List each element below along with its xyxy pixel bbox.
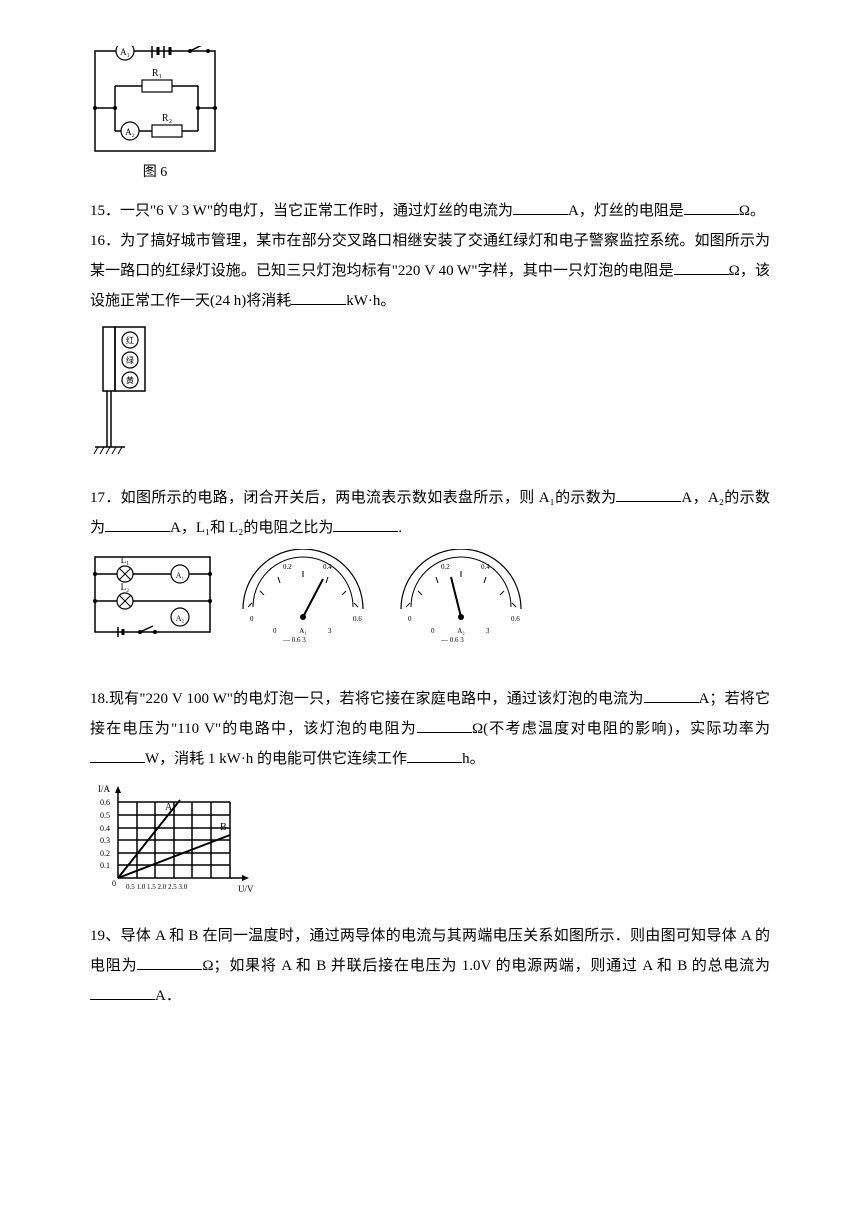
q18-blank-4 [407,748,462,763]
q18-blank-2 [417,718,472,733]
svg-text:A: A [165,802,173,813]
svg-text:L₂: L₂ [121,582,130,592]
svg-text:图 6: 图 6 [143,165,168,180]
q15-blank-1 [513,200,568,215]
svg-text:0.3: 0.3 [100,836,110,845]
q19-blank-2 [90,985,155,1000]
q17-text-a: 如图所示的电路，闭合开关后，两电流表示数如表盘所示，则 A₁的示数为 [121,490,617,506]
svg-text:0.2: 0.2 [283,563,292,571]
svg-text:0.6: 0.6 [100,798,110,807]
q19-unit-a: Ω；如果将 A 和 B 并联后接在电压为 1.0V 的电源两端，则通过 A 和 … [202,958,770,974]
q18-unit-b: Ω(不考虑温度对电阻的影响)，实际功率为 [472,721,770,737]
svg-text:0.4: 0.4 [100,824,110,833]
svg-text:B: B [220,822,227,833]
svg-text:绿: 绿 [126,356,134,365]
q15-unit-b: Ω。 [739,203,765,219]
svg-text:A₁: A₁ [120,47,130,57]
q17-num: 17． [90,490,121,506]
figure-iv-graph: I/A U/V 0.6 0.5 0.4 0.3 0.2 0.1 0 0.5 1.… [90,780,770,911]
svg-text:U/V: U/V [238,884,254,894]
q15-unit-a: A，灯丝的电阻是 [568,203,684,219]
svg-text:A₂: A₂ [176,614,185,623]
svg-text:0.1: 0.1 [100,861,110,870]
q16-blank-2 [291,290,346,305]
q15-text-a: 一只"6 V 3 W"的电灯，当它正常工作时，通过灯丝的电流为 [120,203,513,219]
svg-text:R₂: R₂ [162,113,172,124]
svg-text:L₁: L₁ [121,555,130,565]
svg-text:A₁: A₁ [299,627,307,635]
figure-traffic-light: 红 绿 黄 [90,322,770,473]
q18-blank-1 [644,688,699,703]
ammeter-dial-1: 0 0.2 0.4 0.6 0 A₁ 3 — 0.6 3 [228,549,378,644]
svg-text:0: 0 [408,615,412,623]
svg-text:3: 3 [328,627,332,635]
svg-text:0.2: 0.2 [441,563,450,571]
q18-unit-c: W，消耗 1 kW·h 的电能可供它连续工作 [145,751,407,767]
question-19: 19、导体 A 和 B 在同一温度时，通过两导体的电流与其两端电压关系如图所示．… [90,921,770,1011]
svg-text:0.6: 0.6 [353,615,362,623]
svg-text:0: 0 [431,627,435,635]
q19-num: 19、 [90,928,121,944]
svg-text:3: 3 [486,627,490,635]
circuit-diagram-6: A₁ S R₁ A₂ R₂ 图 [90,46,230,186]
q16-text-a: 为了搞好城市管理，某市在部分交叉路口相继安装了交通红绿灯和电子警察监控系统。如图… [90,233,770,279]
svg-text:0: 0 [250,615,254,623]
circuit-diagram-17: L₁ A₁ L₂ A₂ [90,549,220,644]
svg-text:R₁: R₁ [152,68,162,79]
q18-unit-d: h。 [462,751,485,767]
svg-text:0.6: 0.6 [511,615,520,623]
question-16: 16．为了搞好城市管理，某市在部分交叉路口相继安装了交通红绿灯和电子警察监控系统… [90,226,770,316]
svg-text:— 0.6 3: — 0.6 3 [282,636,306,644]
svg-text:黄: 黄 [126,375,134,385]
svg-text:A₁: A₁ [176,571,185,580]
q17-blank-2 [105,517,170,532]
iv-graph: I/A U/V 0.6 0.5 0.4 0.3 0.2 0.1 0 0.5 1.… [90,780,260,900]
q17-blank-1 [616,487,681,502]
q18-num: 18. [90,691,109,707]
q16-unit-b: kW·h。 [346,293,395,309]
svg-text:0.4: 0.4 [481,563,490,571]
figure-17: L₁ A₁ L₂ A₂ 0 0.2 [90,549,770,644]
q18-text-a: 现有"220 V 100 W"的电灯泡一只，若将它接在家庭电路中，通过该灯泡的电… [109,691,644,707]
svg-text:0.4: 0.4 [323,563,332,571]
traffic-light-diagram: 红 绿 黄 [90,322,180,462]
svg-text:0: 0 [273,627,277,635]
ammeter-dial-2: 0 0.2 0.4 0.6 0 A₂ 3 — 0.6 3 [386,549,536,644]
svg-text:— 0.6 3: — 0.6 3 [440,636,464,644]
svg-text:红: 红 [126,335,134,345]
svg-text:A₂: A₂ [125,127,135,137]
question-17: 17．如图所示的电路，闭合开关后，两电流表示数如表盘所示，则 A₁的示数为A，A… [90,483,770,543]
svg-text:A₂: A₂ [457,627,465,635]
q18-blank-3 [90,748,145,763]
q16-num: 16． [90,233,120,249]
question-18: 18.现有"220 V 100 W"的电灯泡一只，若将它接在家庭电路中，通过该灯… [90,684,770,774]
q15-num: 15． [90,203,120,219]
figure-6: A₁ S R₁ A₂ R₂ 图 [90,46,770,186]
q19-blank-1 [137,955,202,970]
svg-text:0.5: 0.5 [100,811,110,820]
q15-blank-2 [684,200,739,215]
svg-text:0.2: 0.2 [100,849,110,858]
q19-unit-b: A． [155,988,181,1004]
svg-text:I/A: I/A [98,784,110,794]
q16-blank-1 [674,260,729,275]
svg-text:0: 0 [112,879,116,888]
svg-text:0.5 1.0 1.5 2.0 2.5 3.0: 0.5 1.0 1.5 2.0 2.5 3.0 [126,883,188,891]
q17-unit-b: A，L₁和 L₂的电阻之比为 [170,520,333,536]
q17-unit-c: . [398,520,402,536]
question-15: 15．一只"6 V 3 W"的电灯，当它正常工作时，通过灯丝的电流为 A，灯丝的电… [90,196,770,226]
q17-blank-3 [333,517,398,532]
